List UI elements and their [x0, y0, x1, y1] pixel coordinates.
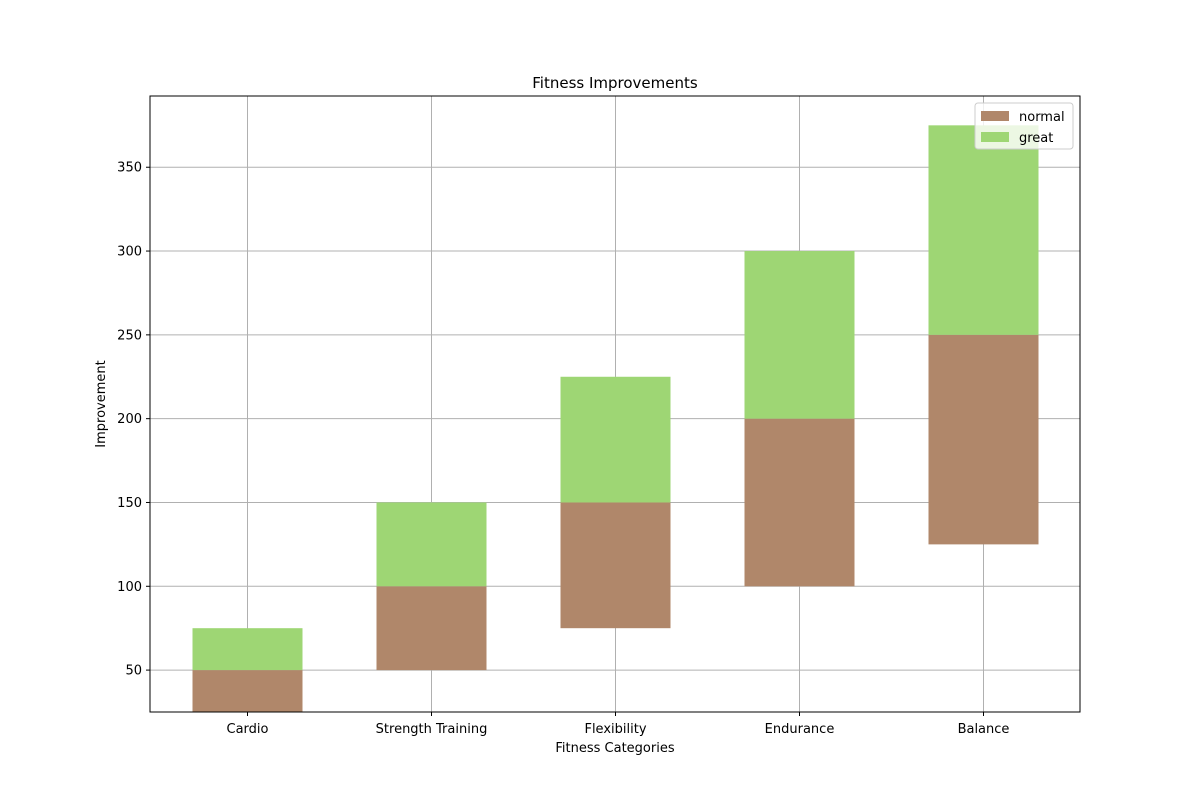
bar-great-4 [928, 125, 1039, 335]
legend-swatch-great [981, 132, 1009, 142]
y-tick-label-2: 150 [117, 496, 142, 511]
chart-title: Fitness Improvements [532, 74, 698, 92]
bar-normal-0 [192, 670, 303, 712]
y-tick-label-3: 200 [117, 412, 142, 427]
x-axis-ticks: Cardio Strength Training Flexibility Endura… [227, 712, 1010, 737]
legend: normal great [974, 102, 1074, 150]
bar-great-0 [192, 628, 303, 671]
legend-label-great: great [1019, 131, 1053, 146]
y-axis-label: Improvement [94, 360, 109, 447]
bar-normal-1 [376, 586, 487, 671]
legend-swatch-normal [981, 111, 1009, 121]
legend-label-normal: normal [1019, 110, 1065, 125]
x-tick-label-1: Strength Training [376, 722, 488, 737]
x-tick-label-3: Endurance [765, 722, 835, 737]
y-tick-label-0: 50 [125, 664, 142, 679]
bars [192, 125, 1039, 712]
x-tick-label-4: Balance [958, 722, 1010, 737]
y-tick-label-5: 300 [117, 245, 142, 260]
bar-normal-3 [744, 418, 855, 587]
bar-normal-4 [928, 334, 1039, 545]
y-axis-ticks: 50 100 150 200 250 300 350 [117, 161, 150, 679]
x-axis-label: Fitness Categories [555, 741, 674, 756]
bar-normal-2 [560, 502, 671, 629]
x-tick-label-0: Cardio [227, 722, 269, 737]
bar-great-2 [560, 376, 671, 503]
x-tick-label-2: Flexibility [584, 722, 646, 737]
y-tick-label-4: 250 [117, 328, 142, 343]
y-tick-label-1: 100 [117, 580, 142, 595]
bar-great-1 [376, 502, 487, 587]
y-tick-label-6: 350 [117, 161, 142, 176]
bar-great-3 [744, 251, 855, 419]
